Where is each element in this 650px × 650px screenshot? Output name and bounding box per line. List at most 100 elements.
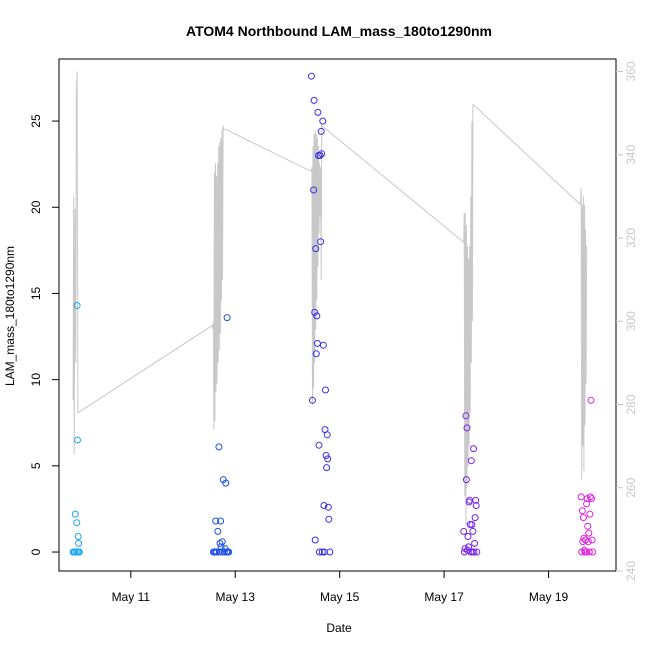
data-point	[470, 445, 477, 453]
data-point	[324, 503, 332, 511]
data-point	[586, 493, 594, 501]
data-point	[212, 517, 220, 525]
scatter-series	[69, 72, 597, 556]
y-tick-label: 5	[29, 462, 43, 469]
data-point	[319, 341, 327, 349]
data-point	[320, 502, 328, 509]
data-point	[312, 350, 320, 358]
data-point	[317, 127, 325, 135]
data-point	[469, 527, 477, 535]
x-tick-label: May 11	[112, 590, 151, 604]
data-point	[75, 539, 83, 547]
data-point	[588, 536, 596, 544]
data-point	[589, 548, 597, 556]
data-point	[463, 424, 471, 432]
data-point	[74, 533, 82, 540]
data-point	[316, 152, 324, 159]
data-point	[464, 533, 472, 540]
data-point	[578, 507, 586, 515]
x-axis-label: Date	[326, 621, 352, 635]
data-point	[323, 464, 331, 472]
data-point	[587, 396, 595, 404]
data-point	[322, 452, 330, 459]
x-tick-label: May 19	[529, 590, 569, 604]
data-point	[471, 514, 479, 522]
y2-tick-label: 360	[624, 61, 638, 81]
data-point	[577, 493, 585, 501]
right-axis: 240 260 280 300 320 340 360	[616, 61, 638, 581]
y2-tick-label: 320	[624, 228, 638, 248]
plot-area	[58, 58, 617, 572]
data-point	[309, 396, 316, 404]
data-point	[471, 539, 479, 547]
data-point	[324, 455, 332, 463]
data-point	[322, 386, 329, 394]
data-point	[317, 238, 325, 246]
y-tick-label: 25	[29, 114, 43, 128]
left-axis: 0 5 10 15 20 25	[29, 114, 59, 555]
data-point	[313, 312, 321, 320]
data-point	[326, 548, 334, 556]
data-point	[315, 548, 323, 556]
data-point	[73, 302, 81, 309]
data-point	[472, 496, 480, 504]
data-point	[470, 548, 478, 556]
chart-title: ATOM4 Northbound LAM_mass_180to1290nm	[186, 23, 492, 39]
data-point	[473, 548, 481, 556]
y-tick-label: 15	[29, 286, 43, 300]
data-point	[312, 245, 320, 253]
right-axis-series	[72, 71, 588, 526]
data-point	[310, 186, 318, 194]
data-point	[75, 548, 83, 556]
data-point	[314, 108, 322, 116]
data-point	[584, 538, 592, 546]
data-point	[464, 546, 471, 554]
data-point	[586, 510, 594, 518]
data-point	[315, 441, 323, 449]
data-point	[580, 534, 588, 542]
data-point	[73, 519, 81, 527]
data-point	[215, 443, 223, 451]
y-tick-label: 0	[29, 548, 43, 555]
y2-tick-label: 240	[624, 561, 638, 581]
data-point	[319, 117, 327, 125]
y-tick-label: 10	[29, 373, 43, 387]
data-point	[323, 431, 331, 439]
x-tick-label: May 17	[424, 590, 464, 604]
data-point	[318, 150, 326, 158]
data-point	[462, 476, 470, 484]
data-point	[468, 521, 476, 528]
y-tick-label: 20	[29, 200, 43, 214]
y-axis-label: LAM_mass_180to1290nm	[3, 246, 17, 386]
data-point	[325, 515, 333, 523]
y2-tick-label: 280	[624, 394, 638, 414]
data-point	[218, 538, 226, 546]
data-point	[311, 536, 319, 544]
data-point	[220, 548, 228, 556]
bottom-axis: May 11 May 13 May 15 May 17 May 19	[112, 571, 569, 604]
data-point	[222, 479, 230, 487]
x-tick-label: May 13	[216, 590, 256, 604]
y2-tick-label: 300	[624, 311, 638, 331]
data-point	[583, 500, 591, 508]
data-point	[460, 527, 468, 535]
data-point	[472, 502, 480, 509]
x-tick-label: May 15	[320, 590, 360, 604]
y2-tick-label: 340	[624, 144, 638, 164]
data-point	[74, 436, 81, 444]
data-point	[462, 412, 470, 420]
data-point	[585, 529, 593, 537]
data-point	[307, 72, 315, 80]
data-point	[217, 517, 225, 525]
data-point	[313, 339, 321, 347]
data-point	[223, 314, 231, 322]
data-point	[225, 548, 233, 556]
data-point	[216, 539, 224, 547]
data-point	[584, 522, 592, 530]
data-point	[311, 308, 319, 316]
data-point	[579, 514, 587, 522]
y2-tick-label: 260	[624, 477, 638, 497]
data-point	[214, 527, 222, 535]
series-line	[72, 71, 588, 526]
